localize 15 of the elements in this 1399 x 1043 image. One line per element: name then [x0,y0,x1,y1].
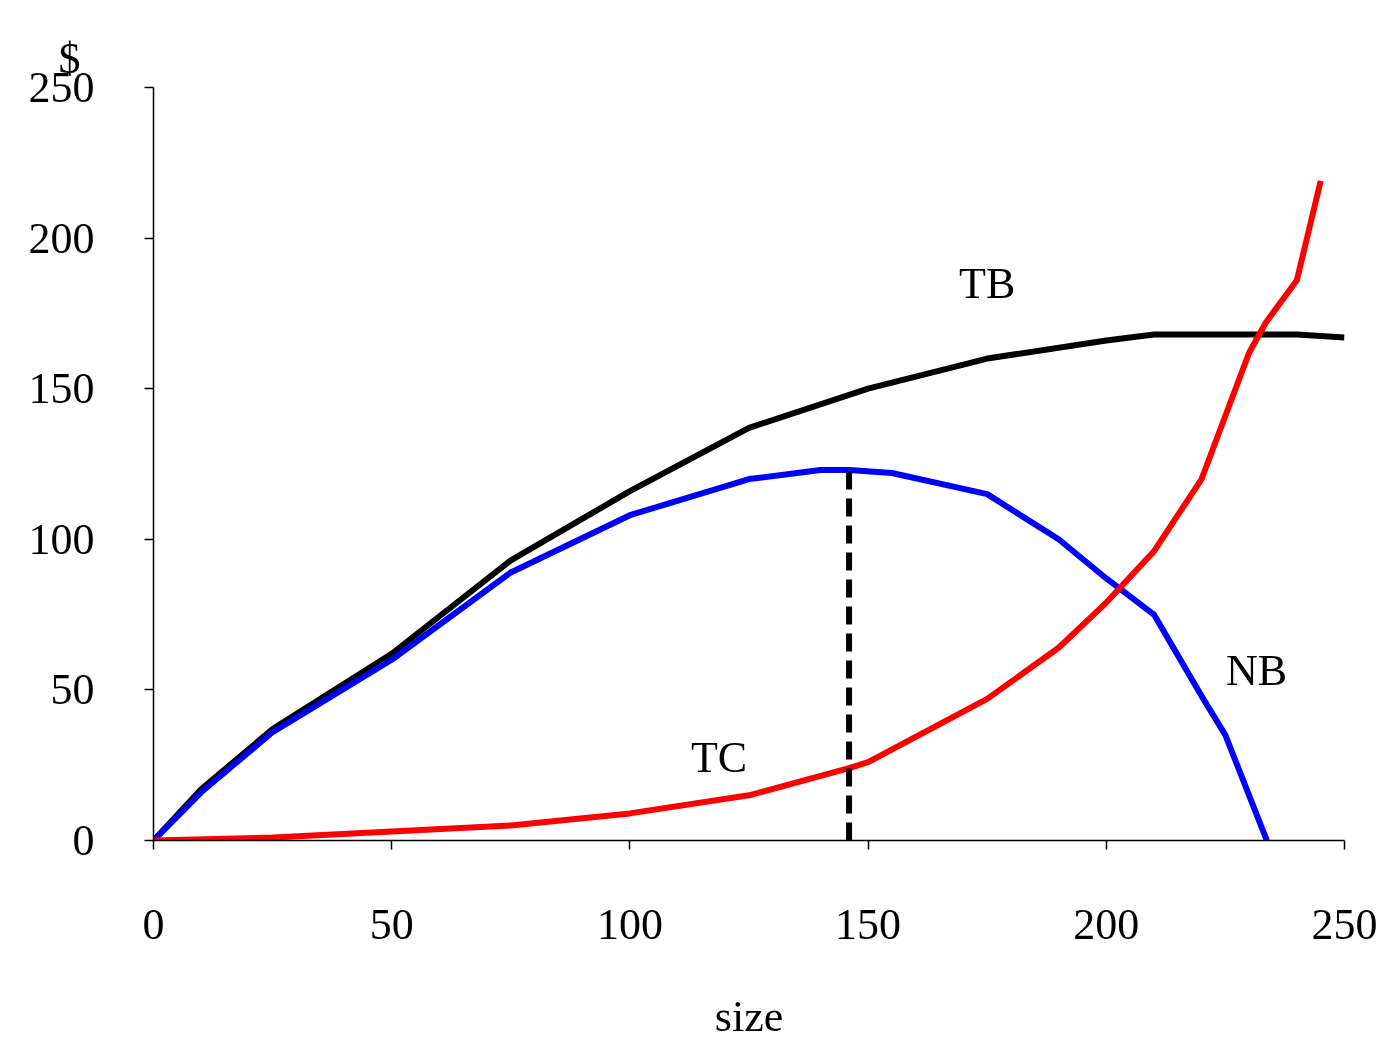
x-tick-label: 50 [369,899,414,949]
y-tick-label: 200 [28,213,95,263]
x-tick-label: 150 [835,899,902,949]
x-tick-label: 0 [142,899,165,949]
x-tick-label: 200 [1073,899,1140,949]
x-tick-label: 100 [596,899,663,949]
y-tick-label: 150 [28,364,95,414]
series-label: TB [959,259,1016,309]
x-tick-label: 250 [1311,899,1378,949]
x-axis-title: size [714,991,784,1041]
series-label: TC [690,732,748,782]
series-label: NB [1226,646,1288,696]
y-tick-label: 100 [28,514,95,564]
y-tick-label: 0 [72,816,95,865]
y-tick-label: 50 [50,665,95,715]
